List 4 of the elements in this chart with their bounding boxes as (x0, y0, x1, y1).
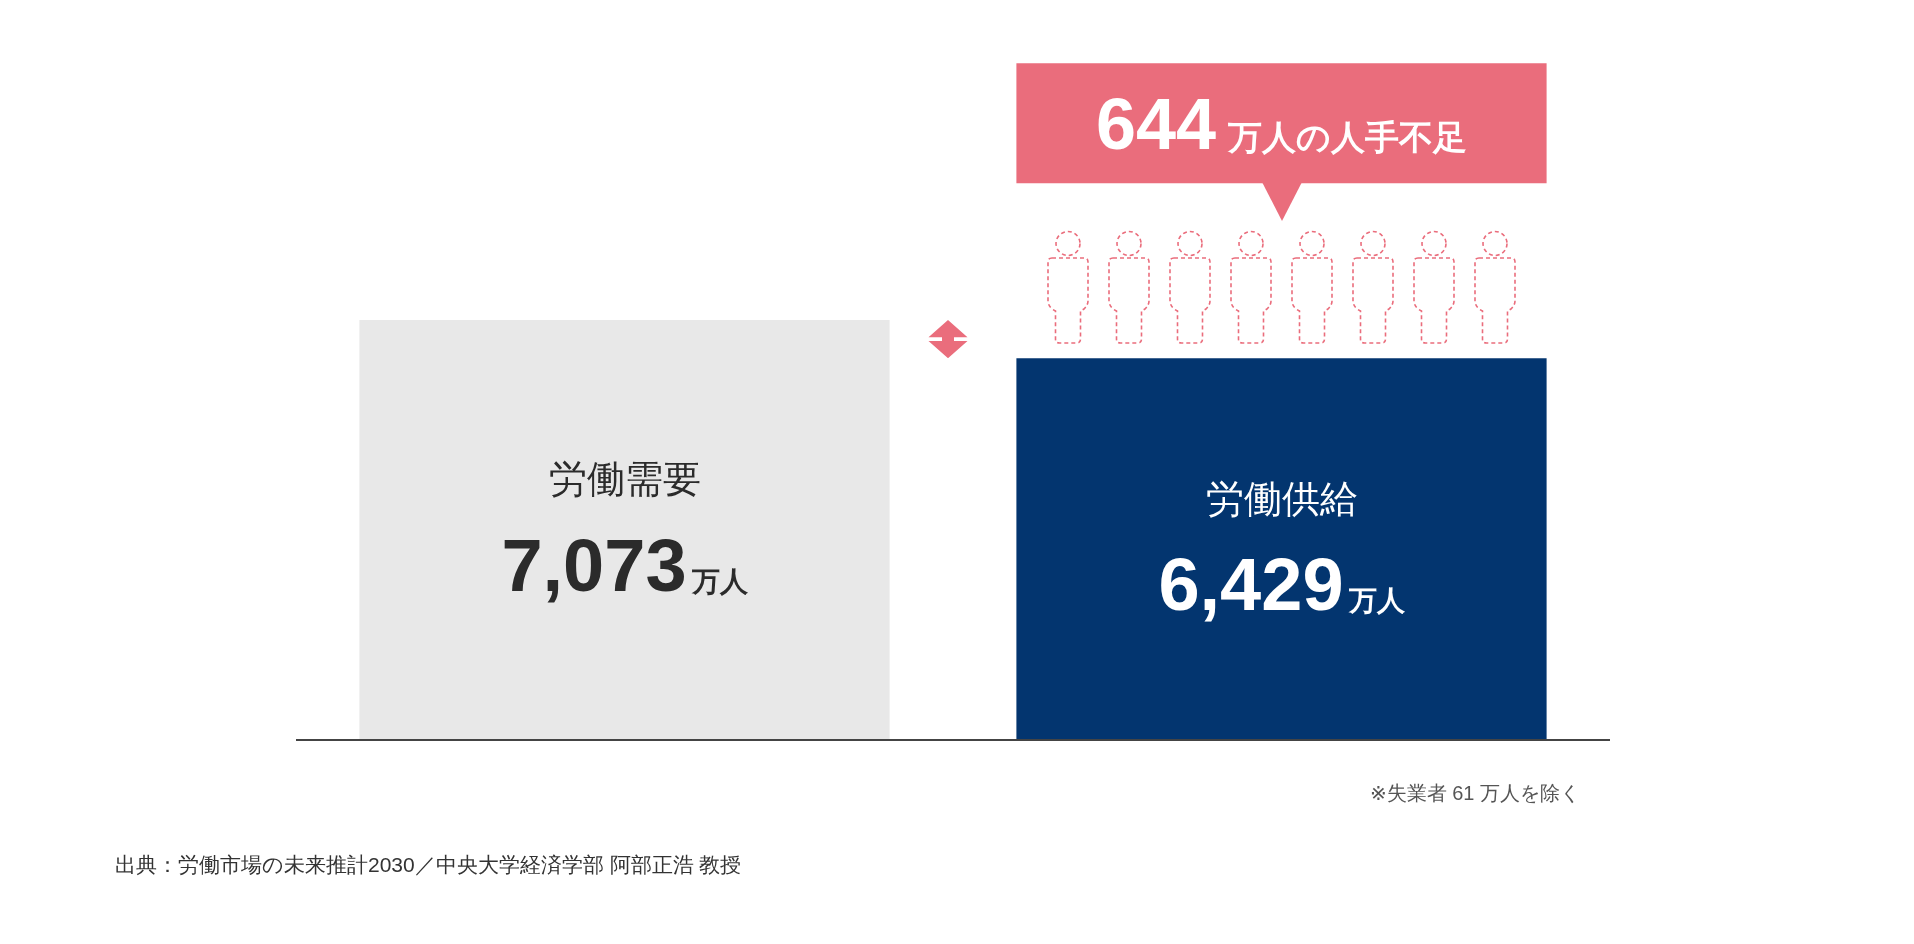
x-tick-label: 労働供給 (1205, 477, 1358, 520)
text: ※失業者 61 万人を除く (1369, 781, 1580, 804)
source-note: 出典：労働市場の未来推計2030／中央大学経済学部 阿部正浩 教授 (115, 852, 742, 876)
x-tick-label: 労働需要 (548, 458, 701, 501)
